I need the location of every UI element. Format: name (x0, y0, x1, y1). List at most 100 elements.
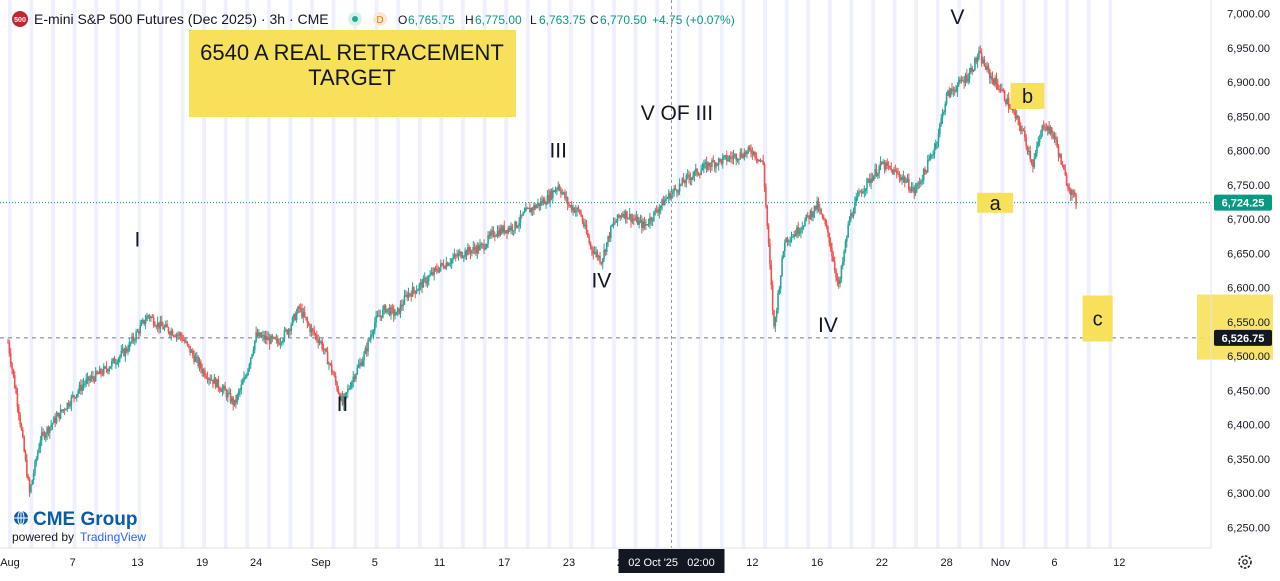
candle-body (705, 162, 708, 170)
session-band (29, 0, 34, 548)
candle-body (680, 183, 682, 185)
session-band (806, 0, 811, 548)
candle-body (510, 226, 512, 231)
candle-body (43, 432, 46, 438)
price-tick-label: 7,000.00 (1227, 9, 1270, 21)
candle-body (960, 79, 963, 82)
session-band (417, 0, 422, 548)
crosshair-time-tag: 02 Oct '25 02:00 (618, 549, 725, 573)
candle-body (502, 225, 504, 233)
symbol-badge[interactable] (12, 11, 28, 27)
candle-body (337, 389, 340, 394)
open-label: O (398, 13, 407, 27)
annotation-box[interactable]: 6540 A REAL RETRACEMENT TARGET (189, 30, 516, 117)
candle-body (49, 426, 51, 433)
session-band (1000, 0, 1005, 548)
candle-body (688, 174, 690, 178)
candle-body (592, 250, 595, 254)
candle-body (374, 322, 376, 331)
candle-body (1024, 130, 1026, 138)
candle-body (492, 230, 495, 236)
candle-body (253, 340, 256, 350)
candle-body (545, 204, 547, 206)
candle-body (30, 484, 32, 493)
candle-body (901, 177, 903, 180)
candle-body (471, 250, 473, 254)
candle-body (968, 72, 971, 80)
boxed-wave-label: c (1093, 309, 1103, 331)
candle-body (1042, 125, 1045, 127)
candle-body (789, 240, 791, 242)
candle-body (469, 251, 472, 254)
candle-body (405, 294, 407, 296)
time-axis[interactable]: Aug7131924Sep511172328312162228Nov612 (0, 557, 1125, 569)
candle-body (407, 293, 410, 298)
candle-body (562, 192, 565, 194)
candle-body (349, 387, 352, 389)
candle-body (255, 332, 257, 341)
candle-body (355, 374, 357, 379)
price-axis[interactable]: 6,250.00 6,300.00 6,350.00 6,400.00 6,450.00… (1227, 9, 1270, 535)
chart-title[interactable]: E-mini S&P 500 Futures (Dec 2025) · 3h ·… (34, 11, 329, 27)
candle-body (556, 188, 558, 190)
candle-body (955, 91, 957, 93)
candle-body (70, 396, 73, 406)
candle-body (693, 171, 696, 176)
candle-body (249, 357, 252, 365)
settings-gear-icon[interactable] (1238, 555, 1252, 569)
candle-body (85, 379, 88, 384)
close-label: C (590, 13, 599, 27)
candle-body (692, 175, 694, 178)
candle-body (503, 225, 506, 233)
candle-body (565, 197, 568, 199)
candle-body (260, 336, 263, 338)
boxed-wave-labels: a b c (977, 82, 1273, 360)
candle-body (796, 227, 798, 237)
candle-body (186, 341, 189, 345)
candle-body (58, 412, 61, 419)
candle-body (290, 325, 292, 331)
candle-body (879, 161, 882, 167)
candle-body (620, 215, 623, 217)
candle-body (1013, 110, 1015, 112)
candle-body (189, 346, 191, 353)
session-band (202, 0, 206, 548)
candle-body (438, 267, 441, 272)
candle-body (922, 169, 925, 181)
candle-body (329, 363, 332, 365)
candle-body (591, 246, 593, 251)
candle-body (574, 210, 577, 213)
candle-body (214, 377, 217, 388)
candle-body (39, 440, 42, 448)
candle-body (949, 88, 952, 97)
candle-body (162, 325, 164, 330)
candle-body (1075, 195, 1077, 206)
candle-body (147, 315, 150, 317)
session-band (525, 0, 530, 548)
candle-body (552, 190, 554, 199)
candle-body (200, 361, 202, 369)
candle-body (139, 325, 141, 334)
candle-body (727, 159, 729, 161)
candle-body (399, 304, 402, 314)
candle-body (539, 201, 542, 207)
candle-body (756, 158, 759, 161)
candle-body (88, 376, 90, 381)
candle-body (236, 394, 239, 403)
session-band (331, 0, 336, 548)
candle-body (899, 177, 902, 180)
candle-body (324, 348, 326, 350)
candle-body (666, 197, 669, 199)
candle-body (1014, 111, 1017, 119)
candle-body (534, 205, 537, 209)
session-band (115, 0, 120, 548)
candle-body (27, 476, 30, 480)
candle-body (240, 384, 243, 390)
candle-body (320, 341, 322, 343)
candle-body (63, 409, 66, 411)
candle-body (523, 211, 526, 213)
candle-body (442, 264, 445, 268)
candle-body (840, 266, 843, 279)
candle-body (8, 342, 11, 354)
d-badge[interactable] (373, 12, 387, 26)
